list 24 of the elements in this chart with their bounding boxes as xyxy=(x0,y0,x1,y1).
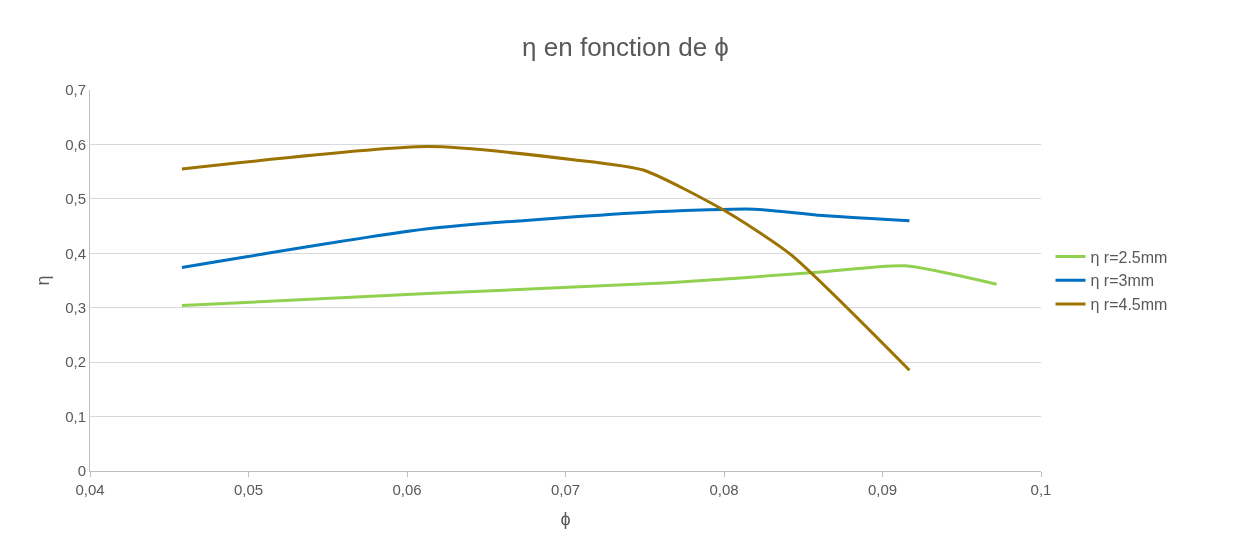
y-tick-label: 0,3 xyxy=(65,298,86,316)
x-axis-title: ϕ xyxy=(560,509,571,530)
x-tick-label: 0,04 xyxy=(75,481,105,498)
y-axis-title: η xyxy=(33,275,54,286)
x-tick-label: 0,05 xyxy=(233,481,264,498)
line-series xyxy=(180,207,911,269)
y-tick-label: 0,1 xyxy=(65,407,86,425)
x-tick-label: 0,09 xyxy=(867,481,898,498)
x-tick-label: 0,1 xyxy=(1030,481,1052,498)
legend-label: η r=2.5mm xyxy=(1090,248,1168,266)
legend-label: η r=4.5mm xyxy=(1090,296,1168,314)
line-series xyxy=(180,145,911,372)
y-tick-label: 0,6 xyxy=(65,135,86,153)
y-tick-label: 0,5 xyxy=(65,190,86,208)
legend-label: η r=3mm xyxy=(1090,272,1155,290)
x-tick-label: 0,06 xyxy=(392,481,422,498)
chart-title: η en fonction de ϕ xyxy=(522,32,729,63)
x-tick-label: 0,07 xyxy=(550,481,581,498)
y-tick-label: 0 xyxy=(77,462,86,480)
y-tick-label: 0,7 xyxy=(65,81,86,99)
y-tick-label: 0,2 xyxy=(65,353,86,371)
line-series xyxy=(180,264,999,308)
y-tick-label: 0,4 xyxy=(65,244,86,262)
x-tick-label: 0,08 xyxy=(709,481,739,498)
